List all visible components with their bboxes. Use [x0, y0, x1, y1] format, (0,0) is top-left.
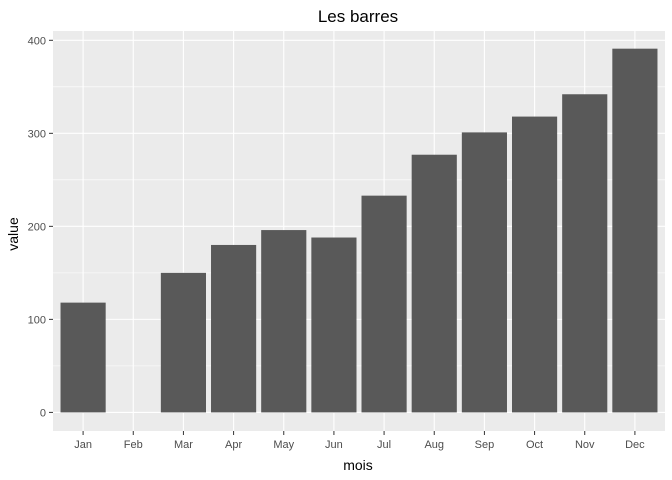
x-tick-label-feb: Feb [124, 439, 143, 451]
bar-mar [160, 272, 206, 413]
x-tick-label-oct: Oct [526, 439, 543, 451]
chart-title: Les barres [318, 7, 398, 26]
x-tick-label-jun: Jun [325, 439, 343, 451]
bar-dec [612, 48, 658, 413]
bar-sep [461, 132, 507, 413]
bar-aug [411, 154, 457, 413]
y-tick-label: 100 [28, 314, 46, 326]
x-tick-label-mar: Mar [174, 439, 193, 451]
bar-jun [311, 237, 357, 413]
x-tick-label-nov: Nov [575, 439, 595, 451]
x-tick-label-sep: Sep [475, 439, 495, 451]
y-tick-label: 300 [28, 128, 46, 140]
bars [60, 48, 658, 413]
bar-nov [562, 94, 608, 413]
y-axis-title: value [5, 217, 21, 251]
x-tick-label-jul: Jul [377, 439, 391, 451]
bar-jul [361, 195, 407, 413]
bar-oct [512, 116, 558, 413]
y-tick-label: 400 [28, 35, 46, 47]
x-tick-label-apr: Apr [225, 439, 242, 451]
bar-may [261, 230, 307, 413]
x-tick-label-may: May [273, 439, 294, 451]
x-axis-title: mois [343, 457, 373, 473]
x-axis-ticks: Jan Feb Mar Apr May Jun Jul Aug Sep Oct Nov Dec [74, 431, 645, 451]
x-tick-label-jan: Jan [74, 439, 92, 451]
x-tick-label-aug: Aug [424, 439, 444, 451]
bar-apr [211, 244, 257, 413]
y-tick-label: 200 [28, 221, 46, 233]
y-axis-ticks: 0 100 200 300 400 [28, 35, 53, 419]
bar-jan [60, 302, 106, 413]
x-tick-label-dec: Dec [625, 439, 645, 451]
y-tick-label: 0 [40, 407, 46, 419]
